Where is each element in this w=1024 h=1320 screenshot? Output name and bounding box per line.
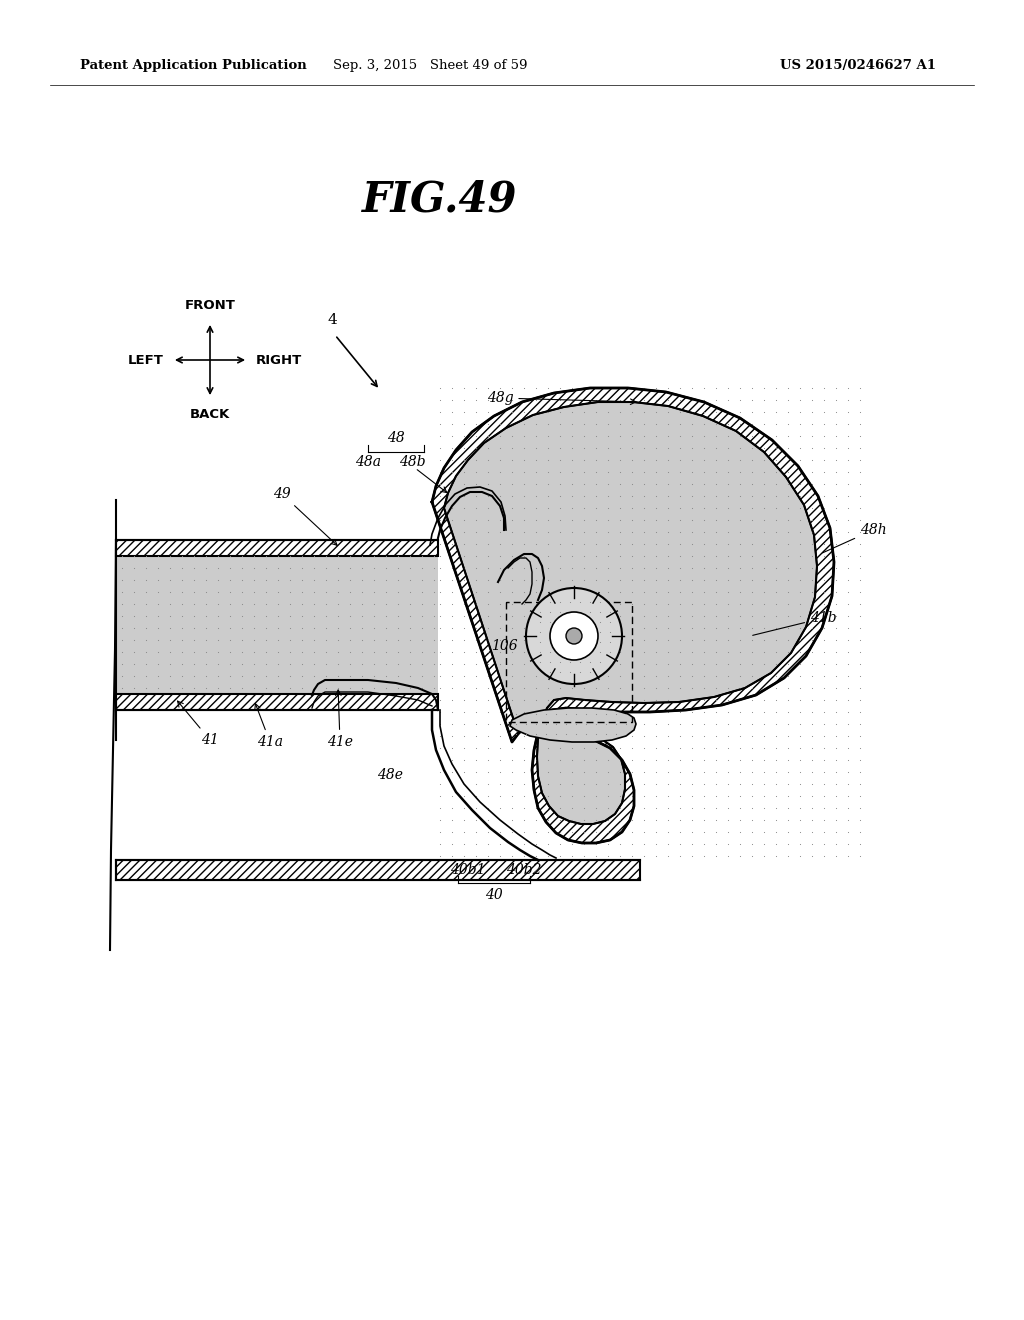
Text: RIGHT: RIGHT — [256, 354, 302, 367]
Text: FRONT: FRONT — [184, 300, 236, 312]
Circle shape — [566, 628, 582, 644]
Polygon shape — [116, 861, 640, 880]
Polygon shape — [116, 556, 438, 694]
Text: 48e: 48e — [377, 768, 403, 781]
Polygon shape — [510, 708, 636, 742]
Text: FIG.49: FIG.49 — [362, 180, 518, 220]
Text: 48a: 48a — [355, 455, 381, 469]
Text: Patent Application Publication: Patent Application Publication — [80, 58, 307, 71]
Circle shape — [550, 612, 598, 660]
Text: BACK: BACK — [189, 408, 230, 421]
Text: 106: 106 — [490, 639, 517, 653]
Text: 49: 49 — [273, 487, 337, 545]
PathPatch shape — [432, 388, 834, 843]
Text: 40b2: 40b2 — [506, 863, 542, 876]
Text: 48b: 48b — [398, 455, 425, 469]
Text: 41b: 41b — [753, 611, 837, 635]
Text: 41e: 41e — [327, 690, 353, 748]
Text: 48: 48 — [387, 432, 404, 445]
Text: 48h: 48h — [822, 523, 887, 553]
Text: 4: 4 — [328, 313, 338, 327]
Text: 41a: 41a — [255, 704, 283, 748]
Polygon shape — [116, 540, 438, 556]
Polygon shape — [444, 403, 817, 824]
Text: US 2015/0246627 A1: US 2015/0246627 A1 — [780, 58, 936, 71]
Text: Sep. 3, 2015   Sheet 49 of 59: Sep. 3, 2015 Sheet 49 of 59 — [333, 58, 527, 71]
Polygon shape — [116, 694, 438, 710]
Text: LEFT: LEFT — [128, 354, 164, 367]
Circle shape — [526, 587, 622, 684]
Text: 40b1: 40b1 — [451, 863, 485, 876]
Text: 48g: 48g — [486, 391, 636, 405]
Text: 41: 41 — [177, 701, 219, 747]
Text: 40: 40 — [485, 888, 503, 902]
